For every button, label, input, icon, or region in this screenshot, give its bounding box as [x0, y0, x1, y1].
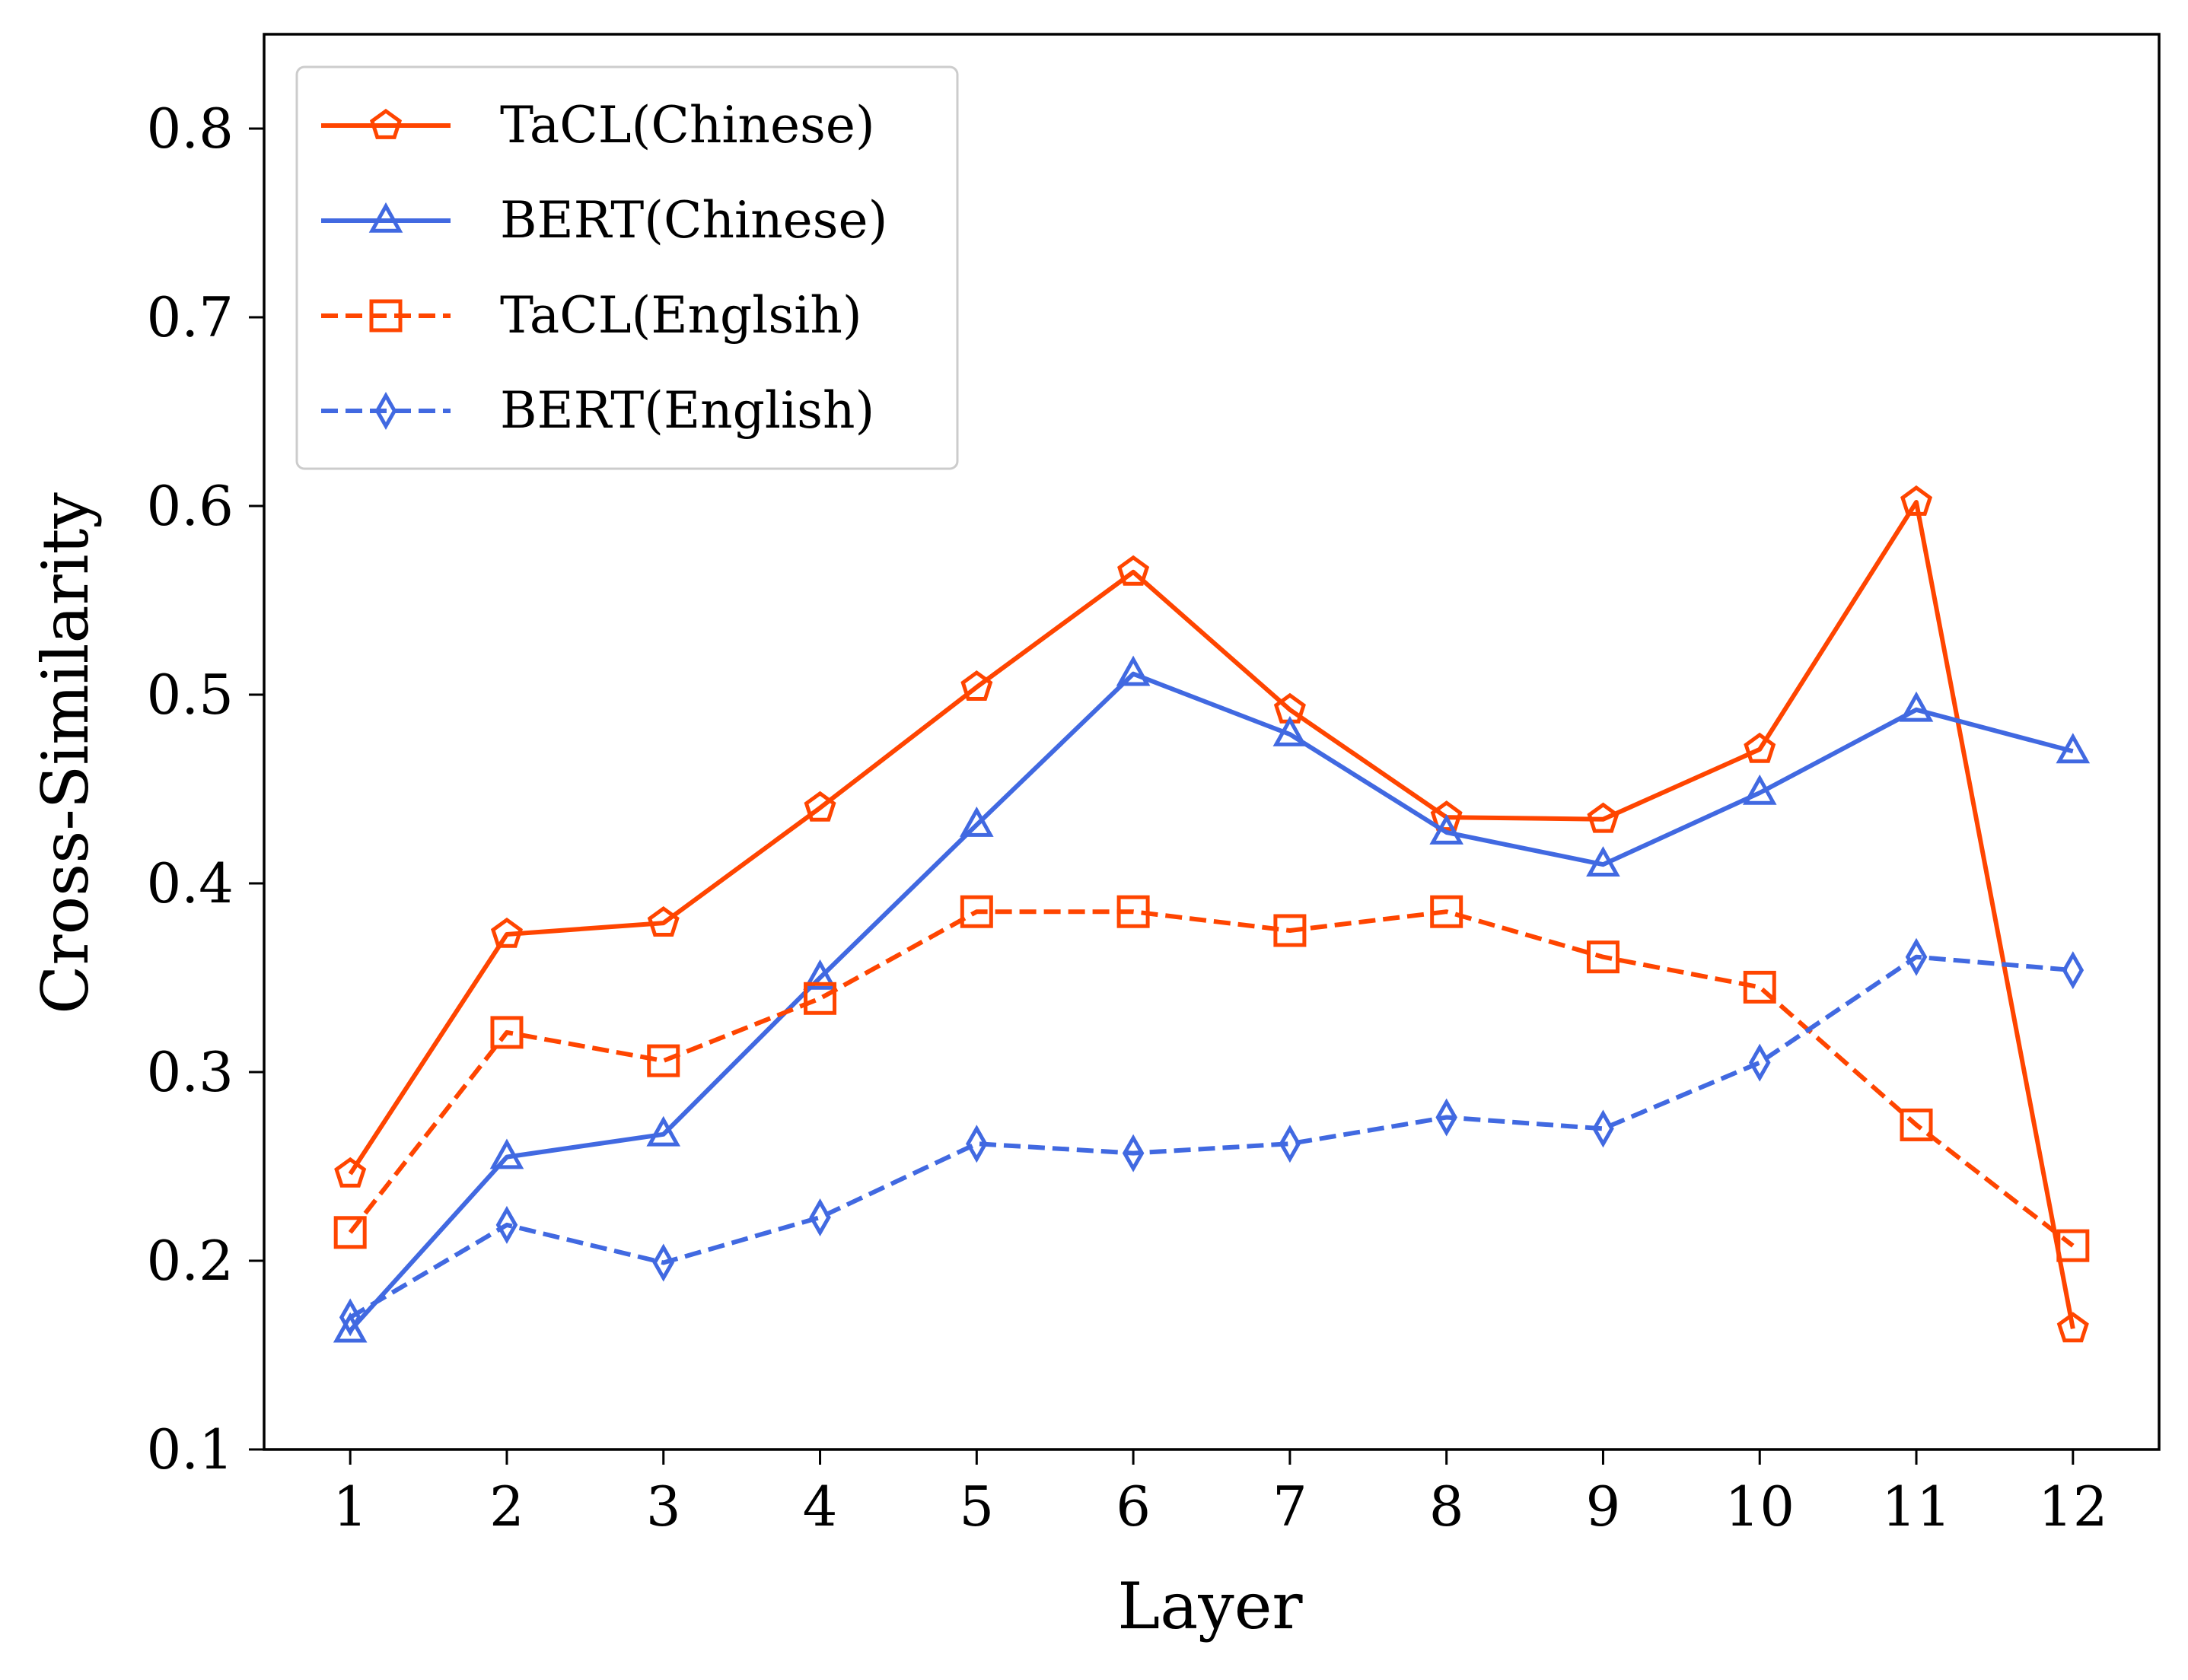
legend-box	[295, 65, 959, 470]
data-point-bert-chinese	[1742, 774, 1777, 805]
y-tick-label: 0.8	[146, 97, 234, 161]
x-tick-label: 1	[333, 1475, 368, 1538]
x-axis-title: Layer	[1117, 1569, 1303, 1643]
data-point-tacl-englsih	[960, 895, 993, 928]
axes: 1 2 3 4 5 6 7 8 9 10 11 120.10.20.30.40.50.60.70.8	[146, 33, 2161, 1538]
data-point-bert-english	[652, 1243, 675, 1282]
data-point-tacl-chinese	[334, 1157, 367, 1188]
data-point-tacl-englsih	[1586, 940, 1620, 974]
data-point-bert-chinese	[1272, 715, 1307, 746]
data-point-tacl-englsih	[333, 1216, 367, 1249]
legend-label-tacl-chinese: TaCL(Chinese)	[500, 96, 875, 154]
data-point-bert-english	[966, 1125, 988, 1163]
data-point-tacl-chinese	[960, 670, 993, 701]
plot-area	[333, 485, 2091, 1343]
data-point-tacl-englsih	[647, 1044, 680, 1077]
data-point-bert-chinese	[1116, 655, 1151, 686]
data-point-bert-chinese	[2056, 733, 2091, 764]
x-tick-label: 5	[959, 1475, 994, 1538]
x-tick-label: 4	[803, 1475, 838, 1538]
data-point-bert-chinese	[1899, 691, 1934, 722]
y-tick-label: 0.2	[146, 1229, 234, 1293]
data-point-bert-english	[495, 1205, 518, 1244]
series-line-tacl-englsih	[348, 909, 2075, 1248]
y-tick-label: 0.6	[146, 474, 234, 538]
data-point-bert-english	[339, 1298, 361, 1337]
legend-marker-bert-chinese	[368, 202, 403, 233]
x-tick-label: 8	[1429, 1475, 1464, 1538]
x-tick-label: 10	[1725, 1475, 1795, 1538]
data-point-tacl-chinese	[1744, 732, 1776, 763]
legend-label-bert-chinese: BERT(Chinese)	[500, 191, 887, 250]
data-point-bert-english	[1592, 1109, 1614, 1148]
legend-marker-tacl-englsih	[369, 299, 403, 332]
x-tick-label: 12	[2038, 1475, 2108, 1538]
series-line-tacl-chinese	[348, 500, 2075, 1329]
data-point-tacl-chinese	[647, 906, 680, 937]
data-point-bert-chinese	[646, 1115, 681, 1147]
data-point-bert-english	[1279, 1125, 1301, 1163]
data-point-tacl-englsih	[490, 1016, 524, 1049]
data-point-tacl-englsih	[804, 982, 837, 1015]
data-point-bert-english	[809, 1198, 831, 1236]
data-point-tacl-chinese	[2056, 1312, 2089, 1343]
data-point-tacl-englsih	[1743, 970, 1776, 1004]
x-tick-label: 6	[1116, 1475, 1151, 1538]
data-point-bert-english	[2062, 951, 2084, 990]
data-point-bert-chinese	[1429, 813, 1463, 845]
legend-marker-tacl-chinese	[369, 108, 403, 139]
x-tick-label: 2	[489, 1475, 524, 1538]
y-tick-label: 0.5	[146, 663, 234, 727]
x-tick-label: 7	[1272, 1475, 1307, 1538]
data-point-tacl-englsih	[2056, 1229, 2090, 1262]
y-tick-label: 0.1	[146, 1418, 234, 1481]
series-line-bert-english	[349, 954, 2074, 1319]
data-point-bert-english	[1748, 1043, 1771, 1082]
x-tick-label: 3	[646, 1475, 681, 1538]
data-point-tacl-chinese	[1587, 802, 1620, 833]
data-point-bert-chinese	[960, 806, 994, 837]
data-point-tacl-chinese	[804, 791, 836, 822]
data-point-bert-english	[1122, 1134, 1145, 1172]
data-point-tacl-chinese	[1117, 555, 1150, 586]
data-point-bert-chinese	[1586, 846, 1620, 877]
series-line-bert-chinese	[348, 671, 2074, 1332]
axes-frame	[263, 33, 2161, 1451]
y-tick-label: 0.4	[146, 851, 234, 915]
legend-label-tacl-englsih: TaCL(Englsih)	[500, 286, 862, 345]
legend-label-bert-english: BERT(English)	[500, 381, 874, 440]
y-tick-label: 0.7	[146, 285, 234, 349]
data-point-bert-english	[1905, 937, 1928, 976]
y-axis-title: Cross-Similarity	[28, 492, 103, 1014]
legend-marker-bert-english	[374, 392, 397, 430]
x-tick-label: 9	[1586, 1475, 1621, 1538]
data-point-bert-chinese	[803, 959, 837, 990]
data-point-bert-english	[1435, 1098, 1457, 1137]
data-point-tacl-englsih	[1900, 1108, 1933, 1141]
data-point-tacl-englsih	[1430, 895, 1463, 928]
data-point-tacl-englsih	[1273, 914, 1307, 947]
data-point-bert-chinese	[333, 1312, 368, 1343]
data-point-bert-chinese	[489, 1138, 524, 1169]
y-tick-label: 0.3	[146, 1040, 234, 1104]
data-point-tacl-chinese	[490, 917, 523, 948]
x-tick-label: 11	[1881, 1475, 1951, 1538]
data-point-tacl-chinese	[1900, 485, 1933, 516]
data-point-tacl-chinese	[1430, 800, 1463, 832]
data-point-tacl-englsih	[1116, 895, 1150, 928]
legend: TaCL(Chinese) BERT(Chinese) TaCL(Englsih) B…	[295, 65, 959, 470]
